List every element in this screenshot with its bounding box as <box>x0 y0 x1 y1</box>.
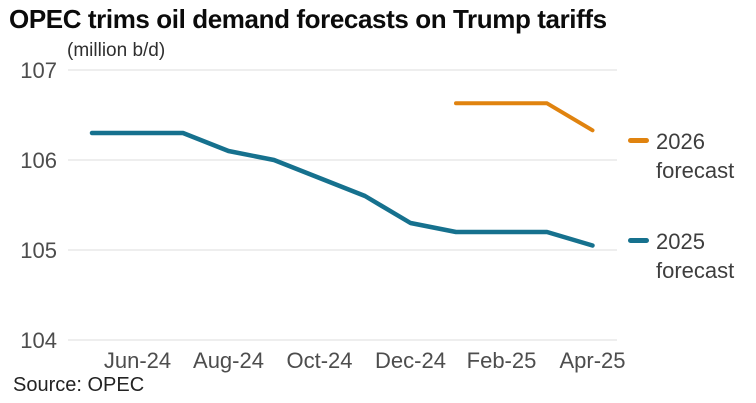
y-tick-label-105: 105 <box>20 238 57 263</box>
x-tick-label-Aug-24: Aug-24 <box>193 348 264 373</box>
x-tick-label-Apr-25: Apr-25 <box>559 348 625 373</box>
legend-label-2025-line1: 2025 <box>656 229 705 254</box>
x-tick-label-Jun-24: Jun-24 <box>104 348 171 373</box>
x-tick-label-Oct-24: Oct-24 <box>286 348 352 373</box>
legend-swatch-2026-icon <box>628 138 649 143</box>
legend-item-2025-forecast: 2025 forecast <box>628 227 734 285</box>
legend-label-2026-line2: forecast <box>656 158 735 183</box>
y-tick-label-106: 106 <box>20 148 57 173</box>
x-tick-label-Dec-24: Dec-24 <box>375 348 446 373</box>
legend-label-2026: 2026 forecast <box>656 127 734 185</box>
series-line-2026-forecast <box>454 101 595 133</box>
legend-item-2026-forecast: 2026 forecast <box>628 127 734 185</box>
legend-label-2026-line1: 2026 <box>656 129 705 154</box>
y-tick-label-104: 104 <box>20 328 57 353</box>
legend-swatch-2025-icon <box>628 238 649 243</box>
legend-label-2025-line2: forecast <box>656 258 735 283</box>
axis-unit-label: (million b/d) <box>67 40 166 61</box>
series-line-2025-forecast <box>89 130 595 248</box>
y-tick-label-107: 107 <box>20 58 57 83</box>
chart-title: OPEC trims oil demand forecasts on Trump… <box>9 4 607 34</box>
source-attribution: Source: OPEC <box>13 374 145 396</box>
x-tick-label-Feb-25: Feb-25 <box>467 348 537 373</box>
legend-label-2025: 2025 forecast <box>656 227 734 285</box>
